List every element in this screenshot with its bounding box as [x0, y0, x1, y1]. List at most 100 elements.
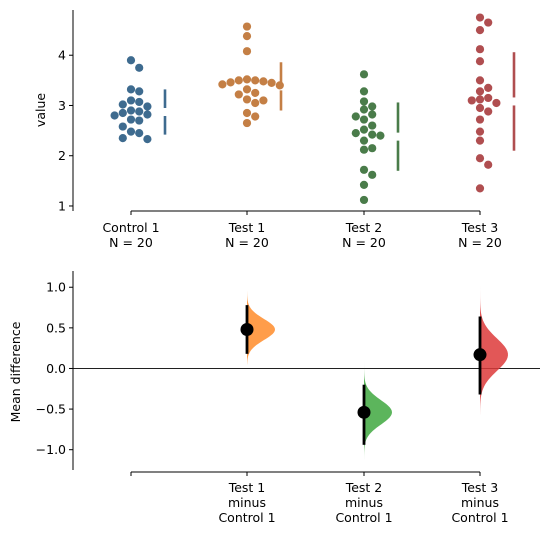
swarm-point: [143, 135, 152, 144]
swarm-point: [251, 98, 260, 108]
swarm-point: [143, 110, 152, 119]
group-n-label: N = 20: [458, 235, 502, 250]
mean-difference-point: [240, 322, 254, 336]
swarm-point: [118, 108, 127, 118]
swarm-y-tick-label: 2: [58, 148, 66, 163]
swarm-point: [351, 112, 360, 121]
swarm-point: [376, 131, 385, 140]
swarm-point: [218, 80, 227, 89]
swarm-point: [359, 115, 369, 124]
y-axis-label-mean-difference: Mean difference: [8, 321, 23, 422]
swarm-point: [242, 85, 252, 94]
swarm-point: [359, 97, 369, 106]
swarm-point: [359, 125, 369, 134]
swarm-point: [475, 184, 485, 193]
swarm-point: [135, 97, 144, 107]
swarm-point: [251, 76, 260, 85]
comparison-label-line3: Control 1: [218, 510, 275, 525]
swarm-point: [259, 96, 268, 105]
mean-difference-point: [357, 405, 371, 419]
comparison-label-line1: Test 1: [228, 480, 266, 495]
diff-y-tick-label: 0.5: [46, 320, 66, 335]
swarm-point: [126, 96, 136, 105]
swarm-point: [368, 144, 377, 153]
group-label: Test 2: [345, 220, 383, 235]
swarm-point: [126, 85, 136, 94]
swarm-point: [234, 90, 243, 99]
bootstrap-distribution: [364, 358, 392, 460]
swarm-point: [242, 75, 252, 84]
swarm-point: [475, 127, 485, 136]
swarm-point: [359, 136, 369, 145]
mean-difference-point: [473, 348, 487, 362]
swarm-y-tick-label: 3: [58, 98, 66, 113]
swarm-point: [242, 47, 252, 56]
bootstrap-distribution: [480, 283, 508, 415]
swarm-point: [242, 118, 252, 128]
swarm-point: [351, 129, 360, 138]
swarm-point: [475, 115, 485, 124]
swarm-point: [475, 136, 485, 145]
swarm-point: [475, 76, 485, 85]
swarm-point: [126, 106, 136, 115]
swarm-point: [110, 111, 119, 120]
comparison-label-line2: minus: [345, 495, 383, 510]
diff-y-tick-label: 0.0: [46, 361, 66, 376]
swarm-point: [135, 129, 144, 138]
swarm-point: [475, 45, 485, 54]
group-label: Test 3: [461, 220, 499, 235]
swarm-point: [467, 96, 476, 105]
comparison-label-line1: Test 3: [461, 480, 499, 495]
swarm-point: [251, 112, 260, 121]
swarm-point: [242, 95, 252, 104]
swarm-point: [359, 145, 369, 154]
swarm-point: [368, 110, 377, 119]
swarm-y-tick-label: 4: [58, 48, 66, 63]
swarm-point: [475, 154, 485, 163]
swarm-point: [359, 180, 369, 189]
swarm-point: [118, 100, 127, 109]
swarm-point: [118, 122, 127, 131]
group-n-label: N = 20: [342, 235, 386, 250]
diff-y-tick-label: 1.0: [46, 280, 66, 295]
swarm-point: [359, 70, 369, 79]
swarm-point: [126, 56, 136, 65]
swarm-point: [492, 98, 501, 108]
swarm-point: [242, 32, 252, 41]
swarm-point: [267, 78, 276, 87]
bootstrap-distribution: [247, 291, 275, 365]
swarm-point: [126, 115, 136, 124]
diff-y-tick-label: −1.0: [36, 442, 66, 457]
swarm-point: [475, 57, 485, 66]
swarm-point: [126, 127, 136, 136]
swarm-point: [359, 165, 369, 174]
swarm-point: [242, 108, 252, 118]
swarm-point: [135, 63, 144, 72]
comparison-label-line2: minus: [228, 495, 266, 510]
comparison-label-line3: Control 1: [335, 510, 392, 525]
swarm-point: [484, 107, 493, 116]
swarm-point: [484, 93, 493, 103]
group-n-label: N = 20: [225, 235, 269, 250]
swarm-point: [359, 87, 369, 96]
group-n-label: N = 20: [109, 235, 153, 250]
swarm-point: [484, 160, 493, 169]
swarm-point: [475, 95, 485, 104]
swarm-point: [259, 77, 268, 86]
swarm-point: [234, 76, 243, 85]
swarm-point: [484, 83, 493, 92]
swarm-point: [475, 13, 485, 22]
swarm-point: [368, 102, 377, 111]
swarm-point: [475, 26, 485, 35]
swarm-point: [368, 170, 377, 179]
swarm-point: [475, 87, 485, 96]
comparison-label-line3: Control 1: [451, 510, 508, 525]
comparison-label-line2: minus: [461, 495, 499, 510]
swarm-point: [242, 22, 252, 31]
group-label: Test 1: [228, 220, 266, 235]
swarm-point: [118, 134, 127, 143]
swarm-point: [359, 195, 369, 205]
